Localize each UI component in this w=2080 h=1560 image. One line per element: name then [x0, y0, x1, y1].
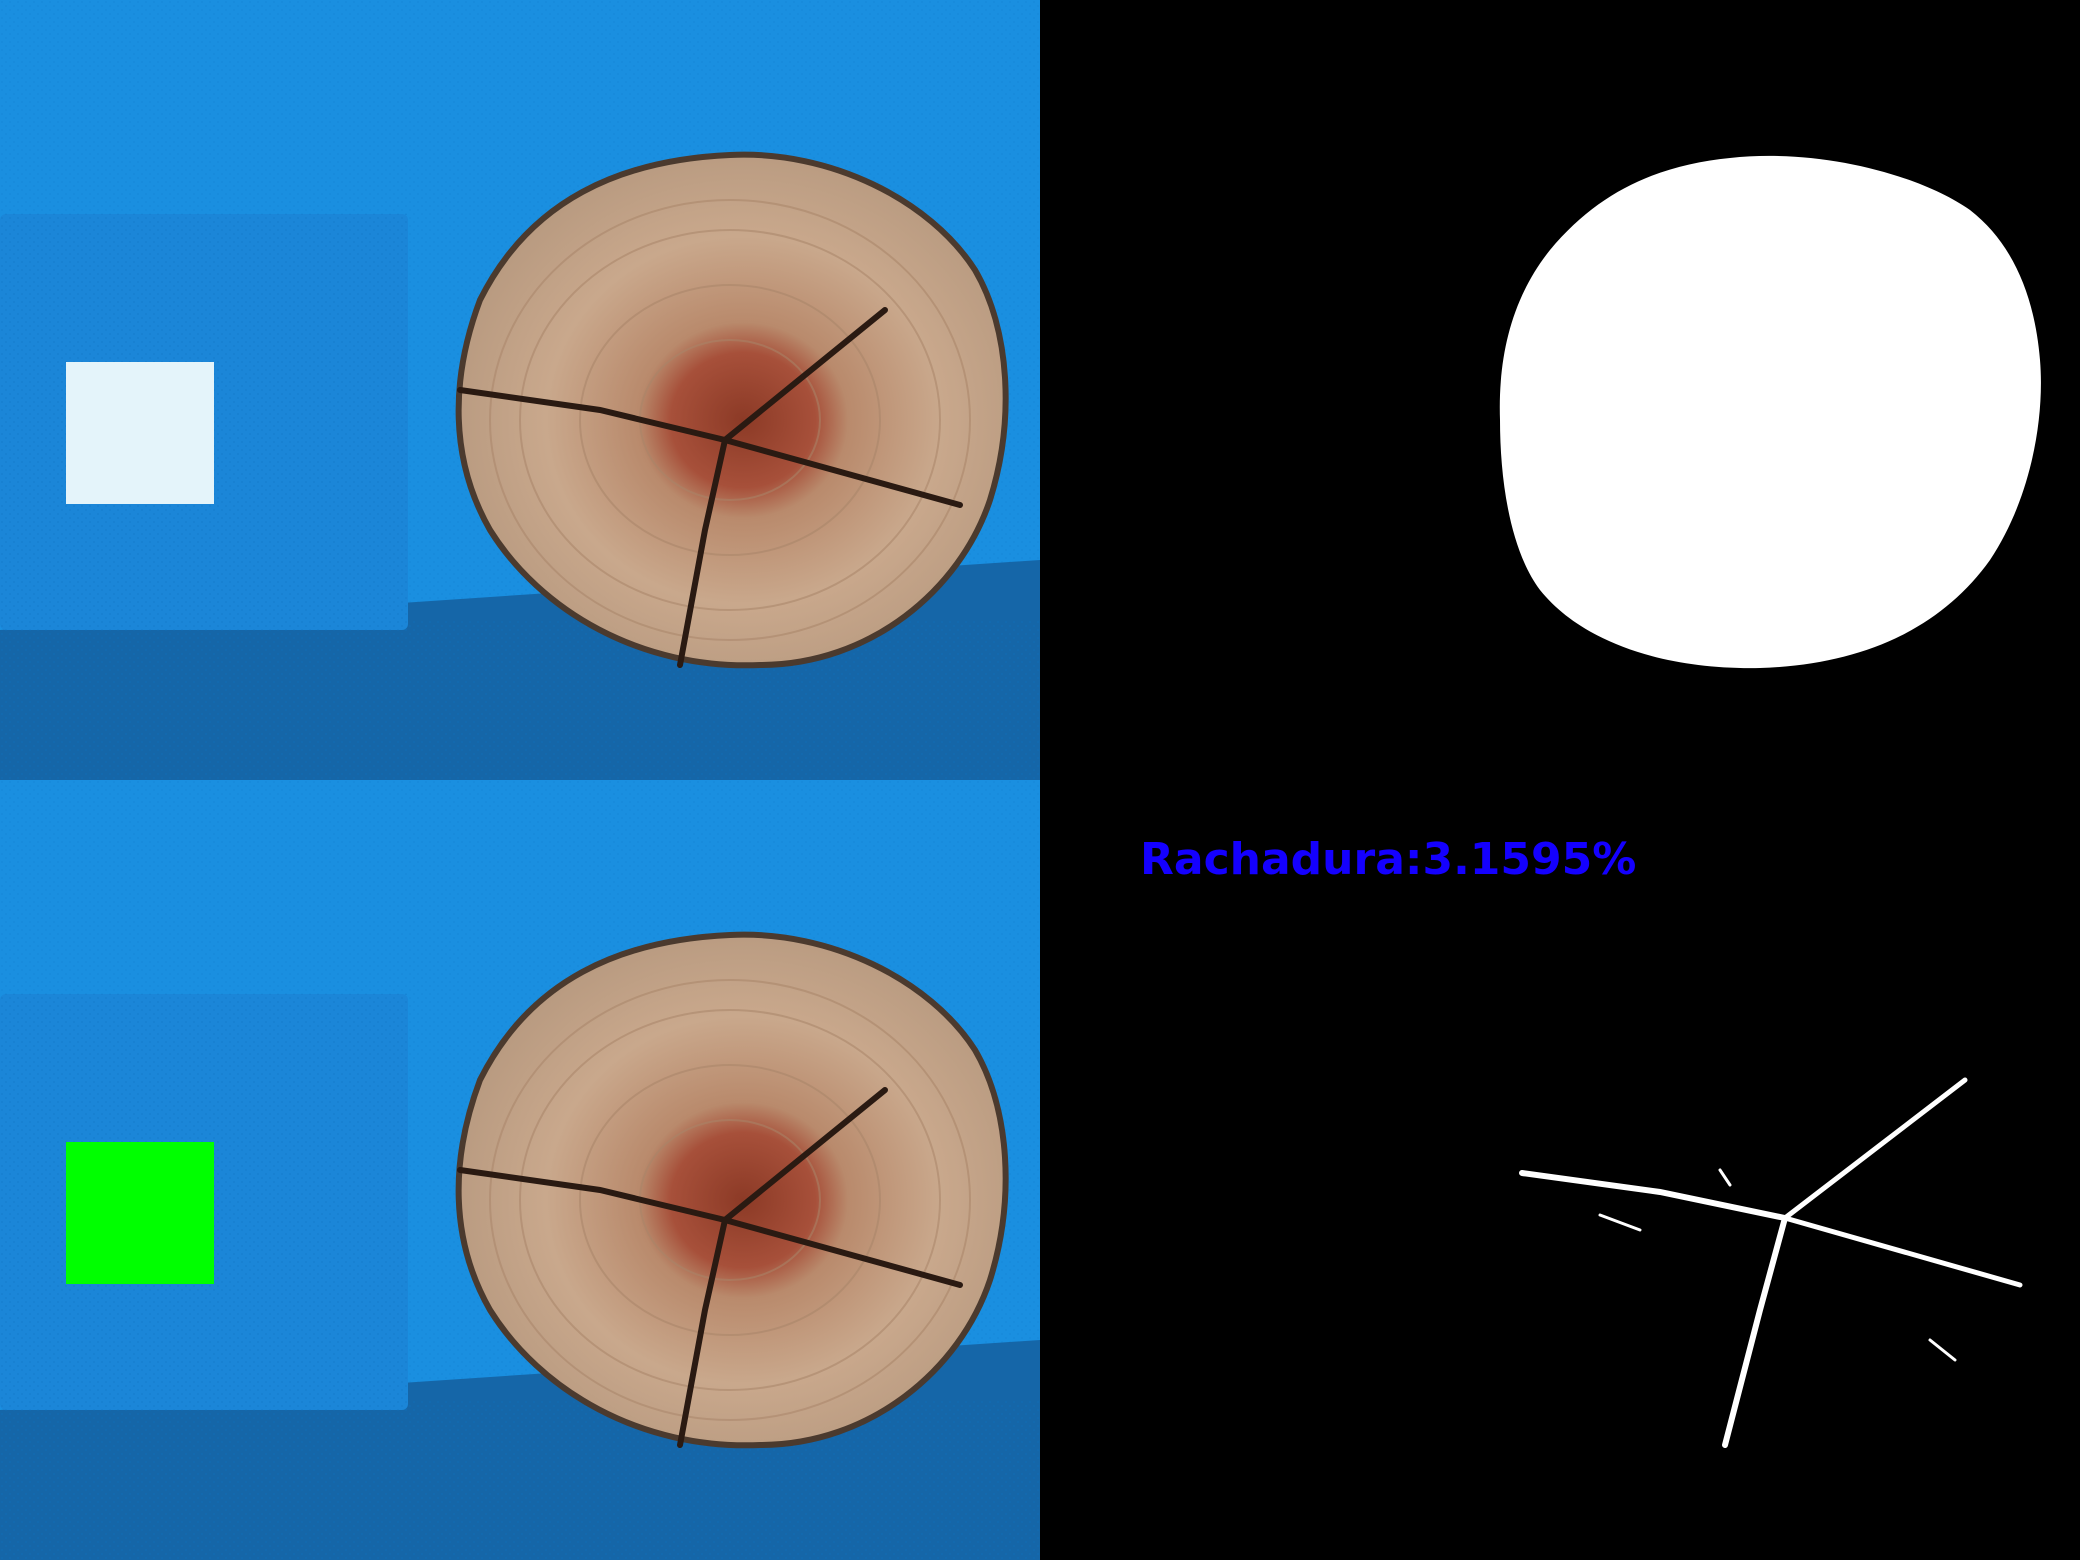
wood-mask [1499, 155, 2041, 669]
original-photo-panel [0, 0, 1040, 780]
wood-mask-panel [1040, 0, 2080, 780]
original-photo [0, 0, 1040, 780]
wood-log [455, 931, 1009, 1449]
crack-mask-panel [1040, 780, 2080, 1560]
wood-log [455, 151, 1009, 669]
reference-detection-panel [0, 780, 1040, 1560]
wood-mask-shape [1499, 155, 2041, 669]
crack-mask [1519, 1077, 2023, 1448]
crack-lines [1519, 1077, 2023, 1448]
crack-percentage-label: Rachadura:3.1595% [1140, 834, 1637, 885]
reference-square-highlighted [66, 1142, 214, 1284]
reference-square [66, 362, 214, 504]
reference-detection-photo [0, 780, 1040, 1560]
